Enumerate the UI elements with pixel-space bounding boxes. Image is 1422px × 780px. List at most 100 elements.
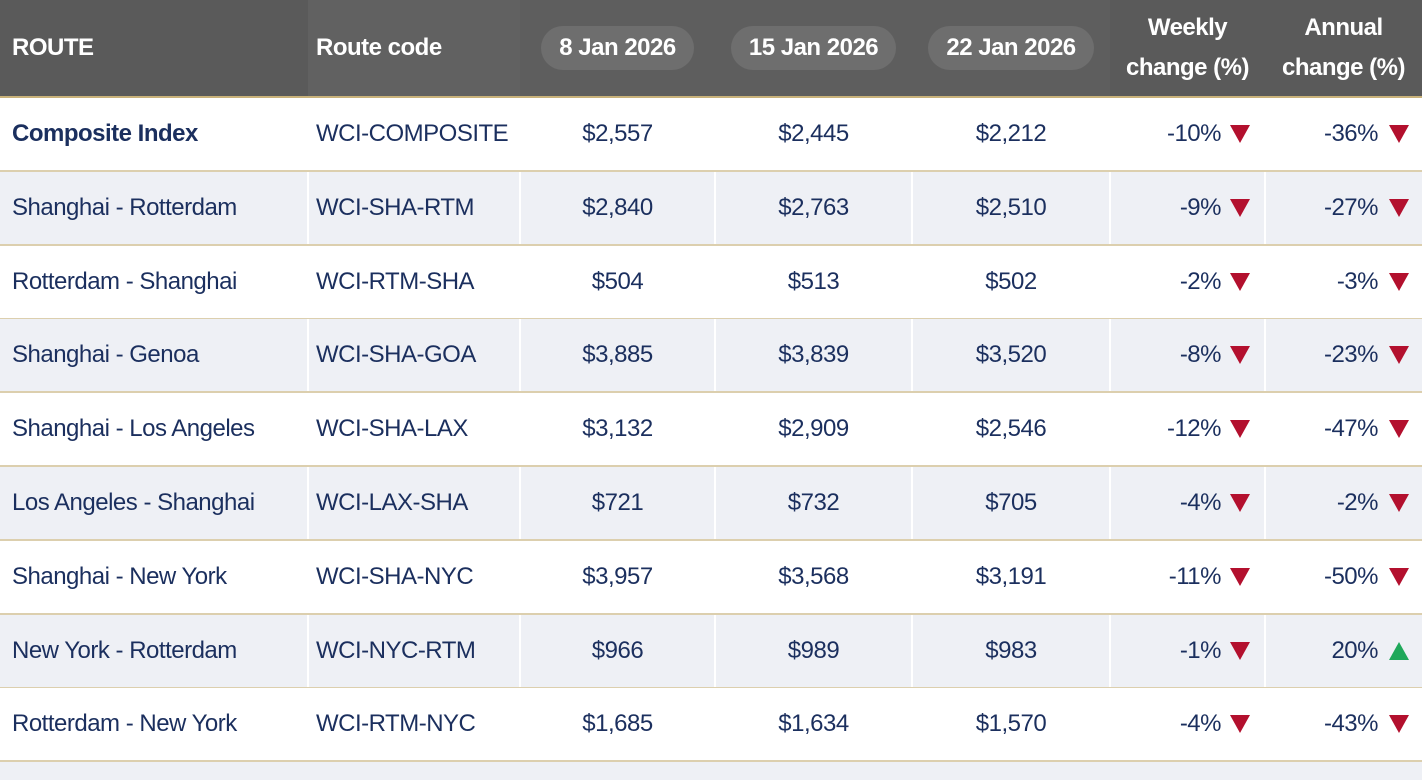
- table-cell: -2%: [1110, 246, 1265, 318]
- arrow: [1389, 567, 1409, 586]
- header-cell: Weekly change (%): [1110, 0, 1265, 96]
- cell-text: $1,570: [975, 710, 1047, 738]
- table-cell: $2,909: [715, 393, 912, 465]
- table-row: Shanghai - Rotterdam WCI-SHA-RTM $2,840 $2,…: [0, 171, 1422, 246]
- trend-down-icon: [1389, 494, 1409, 512]
- cell-divider: [714, 171, 716, 244]
- trend-down-icon: [1389, 272, 1409, 291]
- table-cell: -1%: [1110, 615, 1265, 687]
- cell-text: -23%: [1323, 341, 1379, 369]
- table-cell: WCI-RTM-NYC: [308, 688, 520, 760]
- table-cell: WCI-NYC-RTM: [308, 615, 520, 687]
- cell-text: WCI-SHA-RTM: [316, 193, 475, 221]
- table-cell: Rotterdam - Shanghai: [0, 246, 308, 318]
- cell-divider: [714, 614, 716, 687]
- table-row: Rotterdam - Shanghai WCI-RTM-SHA $504 $513 $…: [0, 245, 1422, 320]
- cell-text: Shanghai - Los Angeles: [12, 415, 255, 443]
- table-cell: $1,570: [912, 688, 1110, 760]
- table-cell: -2%: [1265, 467, 1422, 539]
- cell-text: $3,520: [975, 341, 1047, 369]
- cell-divider: [307, 614, 309, 687]
- table-cell: -8%: [1110, 319, 1265, 391]
- cell-text: $2,546: [975, 415, 1047, 443]
- table-cell: Shanghai - Rotterdam: [0, 172, 308, 244]
- arrow: [1389, 346, 1409, 365]
- cell-text: $502: [985, 267, 1037, 295]
- cell-text: -43%: [1323, 710, 1379, 738]
- table-cell: $1,685: [520, 688, 715, 760]
- table-cell: $3,568: [715, 541, 912, 613]
- trend-down-icon: [1389, 715, 1409, 734]
- cell-text: $3,132: [582, 415, 653, 443]
- cell-divider: [1264, 319, 1266, 392]
- cell-text: $3,568: [778, 562, 849, 590]
- cell-text: $966: [591, 636, 644, 664]
- table-cell: -4%: [1110, 688, 1265, 760]
- cell-text: $732: [787, 489, 840, 516]
- cell-text: $504: [591, 267, 644, 295]
- cell-text: -36%: [1323, 120, 1379, 147]
- cell-text: WCI-LAX-SHA: [316, 489, 468, 516]
- table-row: Composite Index WCI-COMPOSITE $2,557 $2,445…: [0, 98, 1422, 172]
- table-cell: -43%: [1265, 688, 1422, 760]
- table-cell: $2,445: [715, 98, 912, 170]
- table-cell: $2,212: [912, 98, 1110, 170]
- table-cell: $983: [912, 615, 1110, 687]
- header-cell: 8 Jan 2026: [520, 0, 715, 96]
- table-cell: WCI-COMPOSITE: [308, 98, 520, 170]
- cell-text: $983: [985, 636, 1037, 664]
- table-cell: $502: [912, 246, 1110, 318]
- trend-down-icon: [1230, 494, 1250, 512]
- cell-text: $1,634: [778, 710, 849, 738]
- table-cell: $989: [715, 615, 912, 687]
- trend-down-icon: [1230, 125, 1250, 143]
- trend-up-icon: [1389, 641, 1409, 660]
- cell-text: -9%: [1179, 193, 1222, 221]
- cell-text: Shanghai - New York: [12, 562, 227, 590]
- cell-divider: [911, 467, 913, 539]
- header-label: 22 Jan 2026: [928, 26, 1094, 70]
- cell-text: $2,212: [975, 120, 1047, 147]
- trend-down-icon: [1389, 420, 1409, 439]
- arrow: [1389, 715, 1409, 734]
- cell-text: $2,909: [778, 415, 849, 443]
- table-cell: -12%: [1110, 393, 1265, 465]
- arrow: [1230, 715, 1250, 734]
- cell-divider: [1264, 614, 1266, 687]
- table-cell: -50%: [1265, 541, 1422, 613]
- table-row: Los Angeles - Shanghai WCI-LAX-SHA $721 $73…: [0, 467, 1422, 541]
- table-cell: Composite Index: [0, 98, 308, 170]
- table-cell: Rotterdam - New York: [0, 688, 308, 760]
- cell-divider: [1109, 614, 1111, 687]
- trend-down-icon: [1230, 641, 1250, 660]
- arrow: [1389, 420, 1409, 439]
- cell-text: $989: [787, 636, 840, 664]
- arrow: [1230, 494, 1250, 512]
- cell-divider: [1109, 319, 1111, 392]
- header-label: Route code: [316, 34, 442, 61]
- cell-text: WCI-SHA-NYC: [316, 562, 474, 590]
- trend-down-icon: [1230, 420, 1250, 439]
- header-cell: Route code: [308, 0, 520, 96]
- table-cell: $1,634: [715, 688, 912, 760]
- cell-text: WCI-COMPOSITE: [316, 120, 509, 147]
- table-row: Rotterdam - New York WCI-RTM-NYC $1,685 $1,…: [0, 688, 1422, 763]
- cell-divider: [911, 171, 913, 244]
- header-cell: 15 Jan 2026: [715, 0, 912, 96]
- cell-text: -47%: [1323, 415, 1379, 443]
- cell-text: -1%: [1179, 636, 1222, 664]
- cell-text: $1,685: [582, 710, 653, 738]
- table-cell: WCI-LAX-SHA: [308, 467, 520, 539]
- arrow: [1389, 641, 1409, 660]
- cell-text: -50%: [1323, 562, 1379, 590]
- cell-text: Shanghai - Genoa: [12, 341, 199, 369]
- table-cell: $705: [912, 467, 1110, 539]
- cell-text: -3%: [1336, 267, 1379, 295]
- cell-text: $721: [591, 489, 644, 516]
- arrow: [1230, 641, 1250, 660]
- cell-text: -11%: [1168, 562, 1222, 590]
- cell-text: Rotterdam - New York: [12, 710, 237, 738]
- table-cell: -36%: [1265, 98, 1422, 170]
